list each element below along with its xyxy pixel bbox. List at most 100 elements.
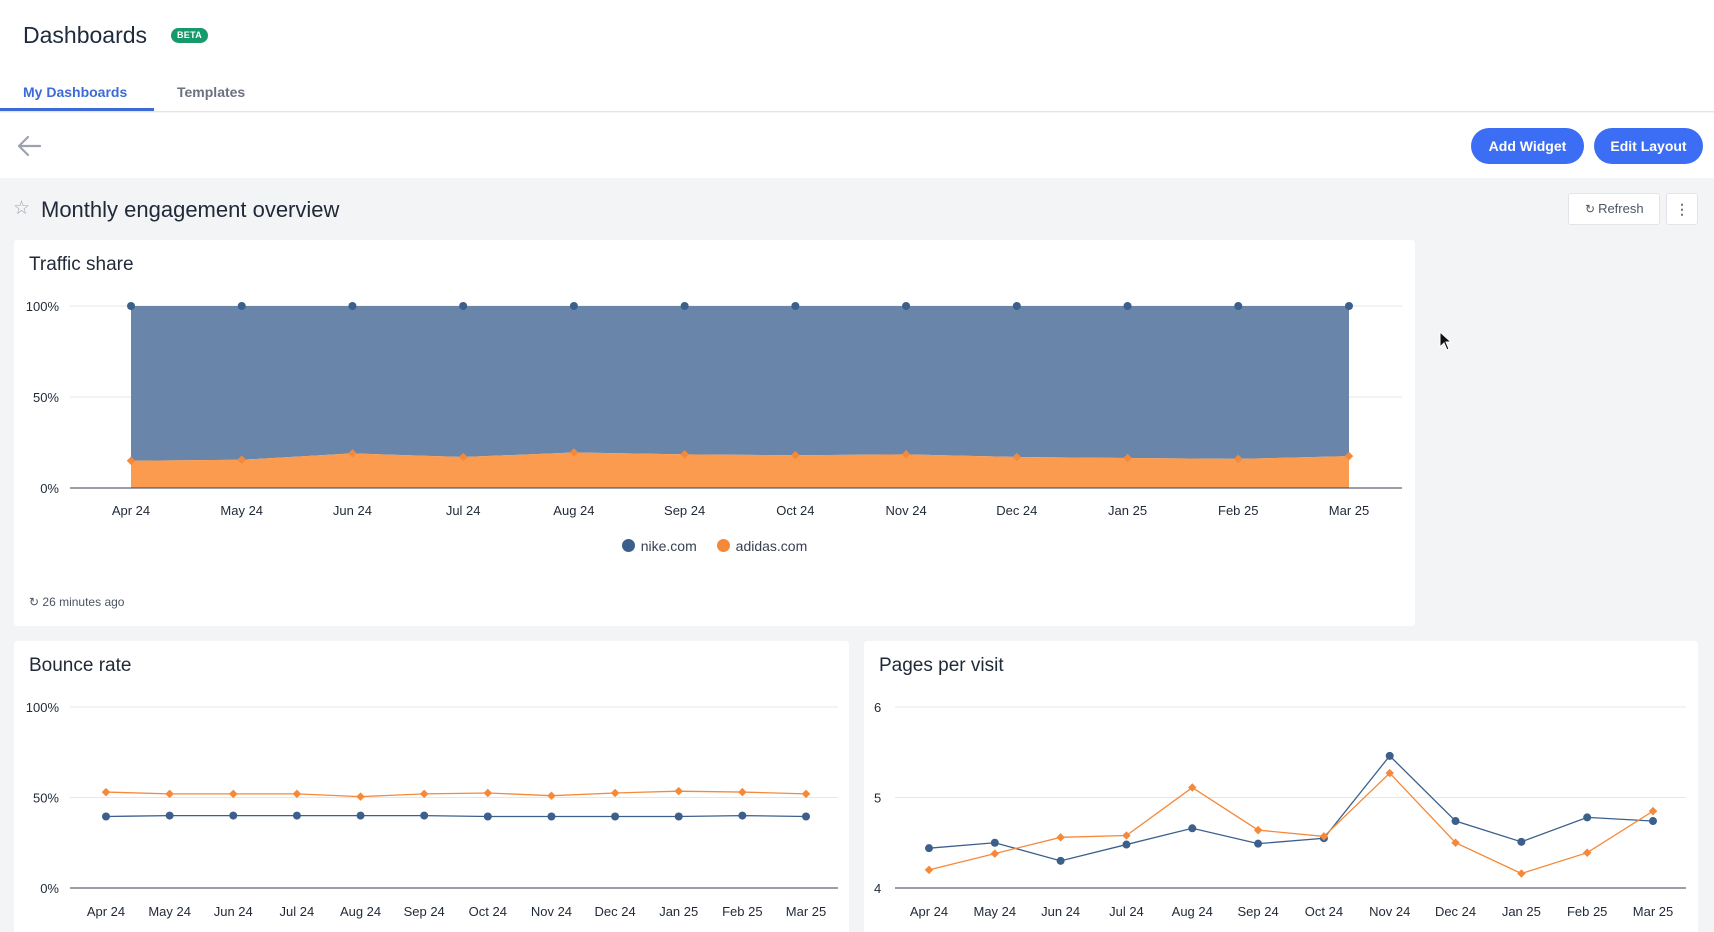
y-tick-label: 6 — [874, 700, 881, 715]
point-adidas — [1056, 833, 1065, 842]
x-tick-label: Nov 24 — [885, 503, 926, 518]
more-options-button[interactable]: ⋮ — [1666, 193, 1698, 225]
y-tick-label: 0% — [40, 481, 59, 496]
x-tick-label: Aug 24 — [340, 904, 381, 919]
point-nike — [165, 811, 174, 820]
x-tick-label: Dec 24 — [1435, 904, 1476, 919]
x-tick-label: Jun 24 — [1041, 904, 1080, 919]
y-tick-label: 0% — [40, 881, 59, 896]
point-nike — [483, 812, 492, 821]
edit-layout-button[interactable]: Edit Layout — [1594, 128, 1703, 164]
point-nike — [791, 302, 800, 310]
dashboard-header: ☆ Monthly engagement overview ↻ Refresh ⋮ — [0, 178, 1714, 240]
point-nike — [1451, 817, 1460, 826]
x-tick-label: Oct 24 — [1305, 904, 1343, 919]
x-tick-label: Apr 24 — [112, 503, 150, 518]
page-title: Dashboards — [23, 22, 148, 48]
point-nike — [1056, 856, 1065, 865]
beta-badge: BETA — [171, 28, 209, 43]
x-tick-label: Jan 25 — [659, 904, 698, 919]
x-tick-label: Jun 24 — [214, 904, 253, 919]
legend-item-adidas[interactable]: adidas.com — [716, 538, 807, 554]
point-nike — [420, 811, 429, 820]
traffic-share-chart: 0% 50% 100% Apr 24 May 24 Jun 24 Jul 24 Aug 24 S… — [26, 299, 1402, 518]
action-bar: Add Widget Edit Layout — [0, 113, 1714, 178]
point-nike — [802, 812, 810, 821]
point-nike — [102, 812, 110, 821]
x-tick-label: Apr 24 — [87, 904, 125, 919]
point-adidas — [356, 792, 365, 801]
point-adidas — [348, 449, 357, 458]
x-tick-label: Feb 25 — [1567, 904, 1607, 919]
point-adidas — [1451, 838, 1460, 847]
bounce-rate-widget: Bounce rate 0% 50% 100% Apr 24 May 24 Jun 24 J… — [14, 641, 849, 932]
point-adidas — [990, 849, 1000, 858]
last-updated: ↻ 26 minutes ago — [29, 595, 124, 609]
point-adidas — [1344, 451, 1354, 461]
point-adidas — [292, 789, 302, 799]
refresh-small-icon: ↻ — [29, 595, 40, 609]
point-nike — [547, 812, 556, 821]
pages-per-visit-chart: 4 5 6 Apr 24 May 24 Jun 24 Jul 24 Aug 24 Sep 24 O… — [874, 700, 1686, 919]
point-nike — [356, 811, 365, 820]
chart-legend: nike.com adidas.com — [14, 538, 1415, 554]
point-nike — [459, 302, 468, 310]
point-nike — [611, 812, 620, 821]
point-nike — [738, 811, 747, 820]
point-adidas — [1012, 452, 1022, 462]
legend-dot-adidas — [716, 539, 730, 552]
star-icon[interactable]: ☆ — [13, 198, 31, 219]
x-tick-label: Sep 24 — [1237, 904, 1278, 919]
refresh-label: Refresh — [1598, 201, 1644, 216]
tab-templates[interactable]: Templates — [177, 84, 246, 100]
point-nike — [1012, 302, 1021, 310]
x-tick-label: Dec 24 — [996, 503, 1037, 518]
x-tick-label: May 24 — [973, 904, 1016, 919]
point-nike — [292, 811, 301, 820]
point-nike — [569, 302, 578, 310]
x-tick-label: Jan 25 — [1502, 904, 1541, 919]
y-tick-label: 5 — [874, 791, 881, 806]
x-tick-label: Nov 24 — [531, 904, 572, 919]
point-nike — [229, 811, 238, 820]
y-tick-label: 100% — [26, 700, 60, 715]
point-adidas — [801, 789, 811, 799]
legend-dot-nike — [621, 539, 635, 552]
point-adidas — [165, 789, 174, 799]
point-nike — [925, 844, 933, 853]
point-adidas — [1582, 848, 1592, 857]
point-adidas — [1122, 831, 1131, 840]
point-nike — [348, 302, 357, 310]
legend-item-nike[interactable]: nike.com — [621, 538, 697, 554]
tab-my-dashboards[interactable]: My Dashboards — [23, 84, 128, 100]
widget-title: Traffic share — [29, 254, 134, 275]
y-tick-label: 50% — [33, 791, 59, 806]
point-nike — [902, 302, 911, 310]
y-tick-label: 50% — [33, 390, 59, 405]
x-tick-label: Apr 24 — [910, 904, 948, 919]
x-tick-label: Jul 24 — [1109, 904, 1144, 919]
x-tick-label: May 24 — [148, 904, 191, 919]
dashboard-title: Monthly engagement overview — [41, 197, 340, 222]
x-tick-label: Mar 25 — [1633, 904, 1673, 919]
y-tick-label: 4 — [874, 881, 881, 896]
refresh-button[interactable]: ↻ Refresh — [1568, 193, 1660, 225]
top-bar: Dashboards BETA My Dashboards Templates — [0, 0, 1714, 112]
x-tick-label: Feb 25 — [722, 904, 762, 919]
series-line-adidas — [105, 790, 807, 798]
add-widget-button[interactable]: Add Widget — [1471, 128, 1584, 164]
point-adidas — [1123, 453, 1132, 463]
point-adidas — [674, 786, 683, 796]
series-line-nike — [928, 754, 1654, 862]
active-tab-indicator — [0, 108, 154, 111]
area-adidas — [131, 452, 1349, 488]
point-adidas — [101, 787, 111, 797]
point-adidas — [1648, 806, 1658, 816]
y-tick-label: 100% — [26, 299, 60, 314]
arrow-left-icon[interactable] — [16, 134, 42, 158]
point-adidas — [547, 791, 556, 800]
point-adidas — [924, 865, 934, 875]
x-tick-label: Sep 24 — [404, 904, 445, 919]
point-adidas — [1188, 783, 1197, 792]
widget-title: Pages per visit — [879, 655, 1004, 676]
